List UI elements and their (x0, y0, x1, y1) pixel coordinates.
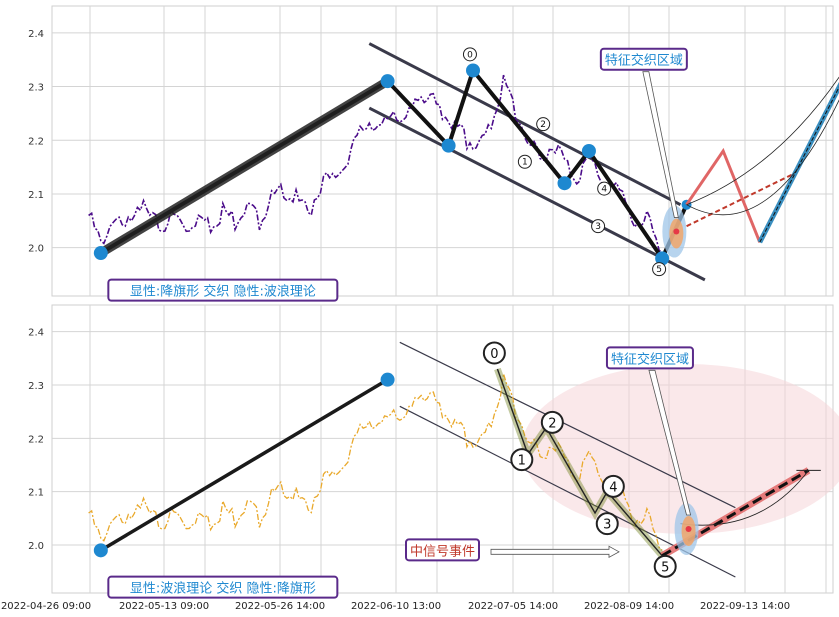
y-tick-label: 2.4 (28, 328, 44, 339)
forecast-dashed-line (661, 469, 810, 557)
wave-label: 4 (609, 480, 617, 495)
x-tick-label: 2022-06-10 13:00 (351, 601, 441, 612)
channel-lower-line (368, 106, 706, 282)
channel-upper-line (368, 42, 682, 207)
callout-box (107, 278, 339, 302)
x-tick-label: 2022-09-13 14:00 (700, 601, 790, 612)
x-tick-label: 2022-05-26 14:00 (235, 601, 325, 612)
plot-area (51, 5, 834, 297)
wave-label-circle (510, 448, 534, 472)
wave-label: 3 (595, 222, 601, 232)
wave-label-circle (462, 47, 477, 62)
wave-label-circle (653, 554, 677, 578)
wave-label: 4 (601, 185, 607, 195)
wave-label-circle (517, 154, 532, 169)
price-line (88, 373, 663, 551)
callout-text: 显性:波浪理论 交织 隐性:降旗形 (130, 581, 316, 597)
callout-box (599, 47, 688, 71)
wave-label: 5 (656, 265, 662, 275)
wave-label: 1 (522, 158, 528, 168)
callout-text: 特征交织区域 (611, 351, 689, 367)
zigzag-node (441, 138, 456, 153)
wave-label: 2 (548, 416, 556, 431)
zigzag-node (655, 251, 670, 266)
y-tick-label: 2.3 (28, 381, 44, 392)
zigzag-thick-segment (98, 77, 390, 257)
y-tick-label: 2.2 (28, 136, 44, 147)
wave-label-circle (540, 410, 564, 434)
y-tick-label: 2.1 (28, 488, 44, 499)
price-line (88, 74, 663, 254)
wave-label: 0 (467, 50, 473, 60)
forecast-arc (686, 76, 839, 206)
wave-line (496, 368, 663, 557)
callout-box (605, 346, 694, 370)
callout-arrow (648, 369, 692, 516)
y-tick-label: 2.4 (28, 29, 44, 40)
interweave-dot (673, 228, 680, 235)
wave-label: 2 (540, 120, 546, 130)
y-tick-label: 2.0 (28, 244, 44, 255)
interweave-ellipse (521, 364, 839, 534)
wave-label: 5 (661, 560, 669, 575)
callout-box (405, 538, 480, 562)
forecast-blue-dash (759, 86, 839, 243)
zigzag-node (93, 543, 108, 558)
interweave-dot (685, 526, 692, 532)
zigzag-node (380, 372, 395, 387)
forecast-red-dashed (686, 171, 797, 228)
zigzag-node (93, 246, 108, 261)
callout-box (107, 575, 339, 599)
wave-label-circle (536, 117, 551, 132)
zigzag-line (99, 66, 689, 263)
zigzag-node (557, 176, 572, 191)
callout-text: 显性:降旗形 交织 隐性:波浪理论 (130, 284, 316, 300)
y-tick-label: 2.2 (28, 434, 44, 445)
x-axis: 2022-04-26 09:00 2022-05-13 09:00 2022-05-… (1, 601, 790, 612)
wave-label-circle (591, 219, 606, 234)
wave-label-circle (597, 181, 612, 196)
callout-text: 中信号事件 (410, 544, 475, 559)
y-tick-label: 2.3 (28, 83, 44, 94)
x-tick-label: 2022-08-09 14:00 (584, 601, 674, 612)
wave-label: 3 (603, 518, 611, 533)
wave-label: 1 (518, 454, 526, 469)
wave-label-circle (482, 341, 506, 365)
event-arrow (490, 545, 620, 559)
forecast-red-line (685, 147, 762, 243)
zigzag-node (581, 144, 596, 158)
wave-label-circle (601, 474, 625, 498)
x-tick-label: 2022-05-13 09:00 (119, 601, 209, 612)
wave-label-circle (652, 262, 667, 277)
wave-label: 0 (490, 347, 498, 362)
zigzag-node (466, 63, 481, 78)
zigzag-line (99, 378, 389, 552)
y-tick-label: 2.1 (28, 190, 44, 201)
forecast-arc (686, 99, 839, 216)
callout-text: 特征交织区域 (605, 53, 683, 69)
zigzag-node (380, 74, 395, 89)
x-tick-label: 2022-04-26 09:00 (1, 601, 91, 612)
x-tick-label: 2022-07-05 14:00 (468, 601, 558, 612)
wave-label-circle (595, 512, 619, 536)
y-tick-label: 2.0 (28, 541, 44, 552)
callout-arrow (642, 71, 679, 218)
